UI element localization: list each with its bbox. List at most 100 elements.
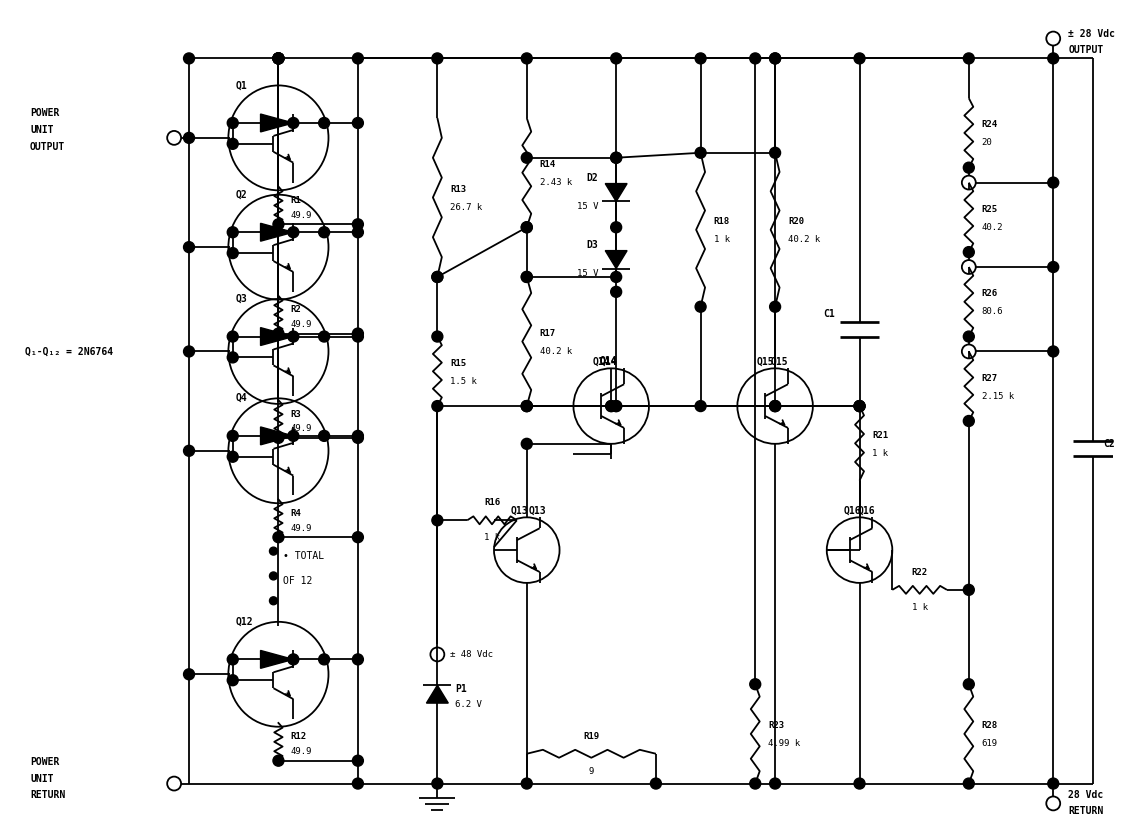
Polygon shape <box>605 184 627 201</box>
Circle shape <box>273 53 284 64</box>
Circle shape <box>696 400 706 411</box>
Circle shape <box>270 597 278 604</box>
Polygon shape <box>261 650 293 668</box>
Circle shape <box>611 152 622 163</box>
Text: R26: R26 <box>981 289 998 298</box>
Circle shape <box>963 415 974 426</box>
Text: Q15: Q15 <box>770 356 787 366</box>
Circle shape <box>750 679 760 690</box>
Text: R21: R21 <box>872 431 888 440</box>
Circle shape <box>352 755 364 766</box>
Text: ± 28 Vdc: ± 28 Vdc <box>1068 28 1115 38</box>
Circle shape <box>228 431 238 441</box>
Circle shape <box>273 219 284 230</box>
Circle shape <box>184 669 195 680</box>
Circle shape <box>288 118 299 129</box>
Text: 15 V: 15 V <box>577 269 598 278</box>
Circle shape <box>318 431 330 441</box>
Polygon shape <box>605 251 627 268</box>
Text: 49.9: 49.9 <box>290 747 312 757</box>
Circle shape <box>521 272 533 283</box>
Circle shape <box>273 53 284 64</box>
Text: R20: R20 <box>789 217 804 227</box>
Text: 49.9: 49.9 <box>290 320 312 329</box>
Text: POWER: POWER <box>31 757 59 767</box>
Circle shape <box>352 53 364 64</box>
Circle shape <box>288 227 299 237</box>
Text: 40.2 k: 40.2 k <box>789 235 820 244</box>
Circle shape <box>184 53 195 64</box>
Circle shape <box>521 778 533 789</box>
Circle shape <box>228 118 238 129</box>
Circle shape <box>521 272 533 283</box>
Circle shape <box>273 532 284 543</box>
Text: P1: P1 <box>455 684 467 694</box>
Polygon shape <box>261 328 293 345</box>
Circle shape <box>611 400 622 411</box>
Circle shape <box>228 654 238 665</box>
Circle shape <box>352 778 364 789</box>
Text: R25: R25 <box>981 205 998 214</box>
Circle shape <box>521 152 533 163</box>
Text: 6.2 V: 6.2 V <box>455 700 483 709</box>
Circle shape <box>963 778 974 789</box>
Text: Q16: Q16 <box>843 505 861 515</box>
Circle shape <box>769 147 781 158</box>
Circle shape <box>854 400 864 411</box>
Circle shape <box>228 247 238 258</box>
Circle shape <box>606 400 616 411</box>
Text: R23: R23 <box>768 721 784 731</box>
Circle shape <box>288 431 299 441</box>
Circle shape <box>1048 53 1058 64</box>
Circle shape <box>521 438 533 449</box>
Circle shape <box>228 675 238 686</box>
Text: Q1: Q1 <box>236 80 247 90</box>
Circle shape <box>521 400 533 411</box>
Circle shape <box>432 778 443 789</box>
Text: OUTPUT: OUTPUT <box>1068 45 1104 55</box>
Circle shape <box>650 778 662 789</box>
Text: 40.2 k: 40.2 k <box>539 347 572 356</box>
Circle shape <box>769 301 781 312</box>
Text: OUTPUT: OUTPUT <box>31 142 66 152</box>
Text: Q12: Q12 <box>236 617 253 627</box>
Text: • TOTAL: • TOTAL <box>283 551 324 561</box>
Circle shape <box>432 400 443 411</box>
Circle shape <box>432 53 443 64</box>
Text: R18: R18 <box>714 217 730 227</box>
Circle shape <box>611 222 622 232</box>
Circle shape <box>288 654 299 665</box>
Circle shape <box>769 53 781 64</box>
Circle shape <box>352 227 364 237</box>
Text: 49.9: 49.9 <box>290 211 312 220</box>
Circle shape <box>352 431 364 441</box>
Text: ± 48 Vdc: ± 48 Vdc <box>450 650 493 659</box>
Text: R13: R13 <box>450 185 467 194</box>
Circle shape <box>1048 778 1058 789</box>
Text: 1.5 k: 1.5 k <box>450 377 477 385</box>
Circle shape <box>184 346 195 357</box>
Text: R4: R4 <box>290 509 301 517</box>
Text: Q13: Q13 <box>510 505 528 515</box>
Circle shape <box>228 331 238 342</box>
Circle shape <box>273 53 284 64</box>
Text: 20: 20 <box>981 138 993 147</box>
Circle shape <box>318 227 330 237</box>
Circle shape <box>521 222 533 232</box>
Circle shape <box>611 272 622 283</box>
Circle shape <box>432 272 443 283</box>
Circle shape <box>270 547 278 555</box>
Text: RETURN: RETURN <box>31 791 66 801</box>
Text: RETURN: RETURN <box>1068 807 1104 817</box>
Circle shape <box>854 778 864 789</box>
Circle shape <box>228 352 238 363</box>
Circle shape <box>611 287 622 298</box>
Circle shape <box>854 400 864 411</box>
Circle shape <box>963 162 974 173</box>
Circle shape <box>352 219 364 230</box>
Circle shape <box>611 152 622 163</box>
Text: 26.7 k: 26.7 k <box>450 203 483 212</box>
Text: Q16: Q16 <box>858 505 875 515</box>
Circle shape <box>521 222 533 232</box>
Circle shape <box>273 755 284 766</box>
